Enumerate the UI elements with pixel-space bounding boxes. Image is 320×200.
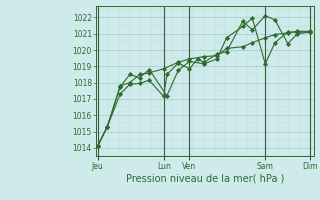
X-axis label: Pression niveau de la mer( hPa ): Pression niveau de la mer( hPa ) [126, 173, 284, 183]
